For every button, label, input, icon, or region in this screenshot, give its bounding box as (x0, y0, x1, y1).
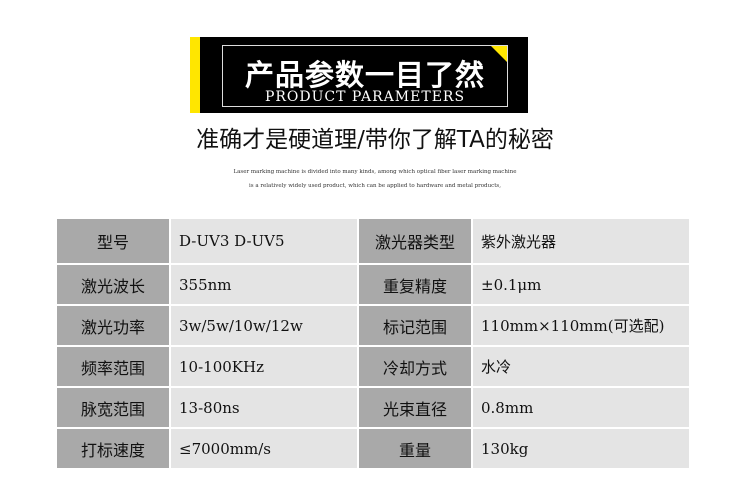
param-value: ≤7000mm/s (169, 427, 359, 470)
subtitle: 准确才是硬道理/带你了解TA的秘密 (196, 127, 554, 153)
param-label: 打标速度 (55, 427, 171, 470)
param-label: 标记范围 (357, 304, 473, 347)
param-label: 脉宽范围 (55, 386, 171, 429)
accent-strip (190, 37, 200, 113)
param-value: 紫外激光器 (471, 217, 691, 265)
param-label: 重量 (357, 427, 473, 470)
table-row: 脉宽范围 13-80ns 光束直径 0.8mm (55, 386, 691, 429)
table-row: 激光波长 355nm 重复精度 ±0.1μm (55, 263, 691, 306)
param-value: 110mm×110mm(可选配) (471, 304, 691, 347)
param-label: 型号 (55, 217, 171, 265)
banner-title-en: PRODUCT PARAMETERS (264, 89, 466, 105)
param-value: 10-100KHz (169, 345, 359, 388)
table-row: 激光功率 3w/5w/10w/12w 标记范围 110mm×110mm(可选配) (55, 304, 691, 347)
param-label: 激光波长 (55, 263, 171, 306)
corner-triangle (491, 46, 507, 62)
param-value: D-UV3 D-UV5 (169, 217, 359, 265)
title-frame: 产品参数一目了然 PRODUCT PARAMETERS (222, 45, 508, 107)
param-value: 130kg (471, 427, 691, 470)
table-row: 打标速度 ≤7000mm/s 重量 130kg (55, 427, 691, 470)
table-row: 型号 D-UV3 D-UV5 激光器类型 紫外激光器 (55, 217, 691, 265)
description-line: Laser marking machine is divided into ma… (233, 169, 517, 175)
banner-title-cn: 产品参数一目了然 (244, 58, 485, 92)
param-label: 重复精度 (357, 263, 473, 306)
param-value: 0.8mm (471, 386, 691, 429)
param-value: 3w/5w/10w/12w (169, 304, 359, 347)
param-label: 冷却方式 (357, 345, 473, 388)
param-label: 光束直径 (357, 386, 473, 429)
param-label: 频率范围 (55, 345, 171, 388)
table-row: 频率范围 10-100KHz 冷却方式 水冷 (55, 345, 691, 388)
description-line: is a relatively widely used product, whi… (248, 183, 501, 189)
param-value: 355nm (169, 263, 359, 306)
param-value: 水冷 (471, 345, 691, 388)
title-banner: 产品参数一目了然 PRODUCT PARAMETERS (190, 37, 528, 113)
param-label: 激光功率 (55, 304, 171, 347)
param-value: 13-80ns (169, 386, 359, 429)
parameters-table: 型号 D-UV3 D-UV5 激光器类型 紫外激光器 激光波长 355nm 重复精度 ±0.1… (55, 217, 691, 470)
param-label: 激光器类型 (357, 217, 473, 265)
param-value: ±0.1μm (471, 263, 691, 306)
